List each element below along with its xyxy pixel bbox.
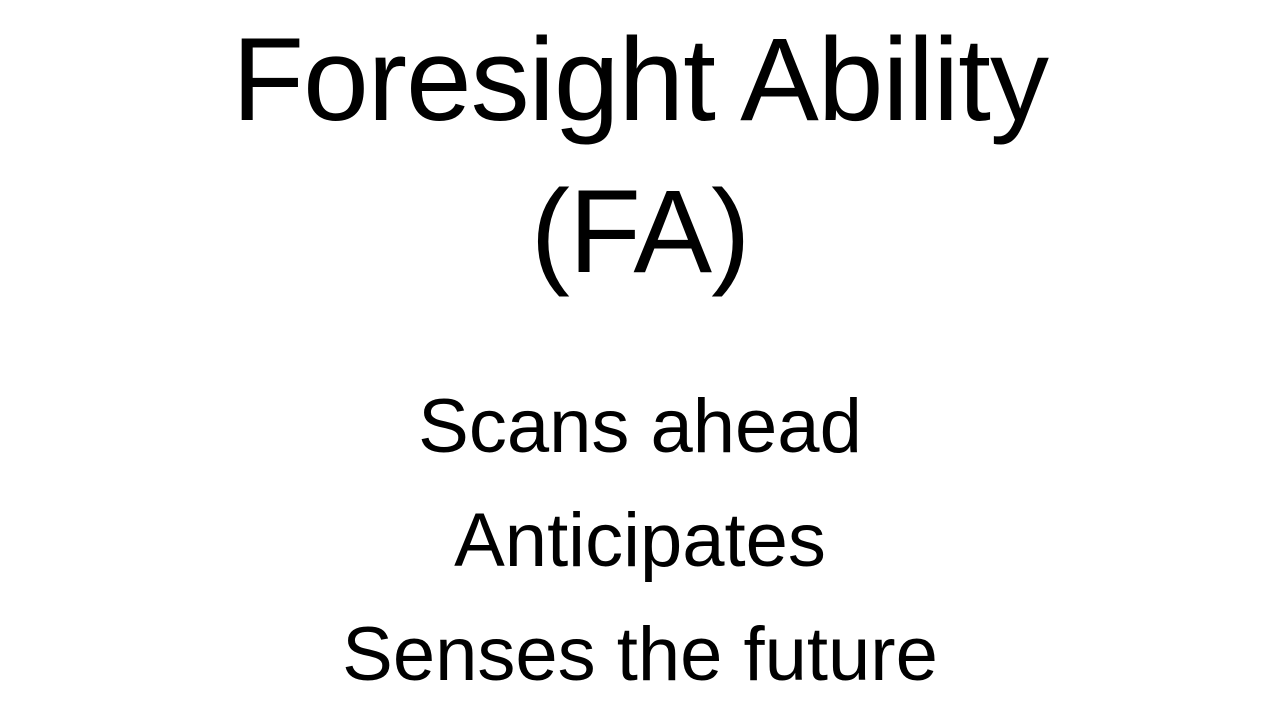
slide-points: Scans ahead Anticipates Senses the futur…	[0, 370, 1280, 712]
slide-title: Foresight Ability (FA)	[0, 4, 1280, 308]
point-anticipates: Anticipates	[454, 498, 826, 583]
point-senses-future: Senses the future	[342, 612, 938, 697]
title-line-1: Foresight Ability	[232, 14, 1049, 146]
title-line-2: (FA)	[530, 166, 751, 298]
point-scans-ahead: Scans ahead	[418, 384, 862, 469]
